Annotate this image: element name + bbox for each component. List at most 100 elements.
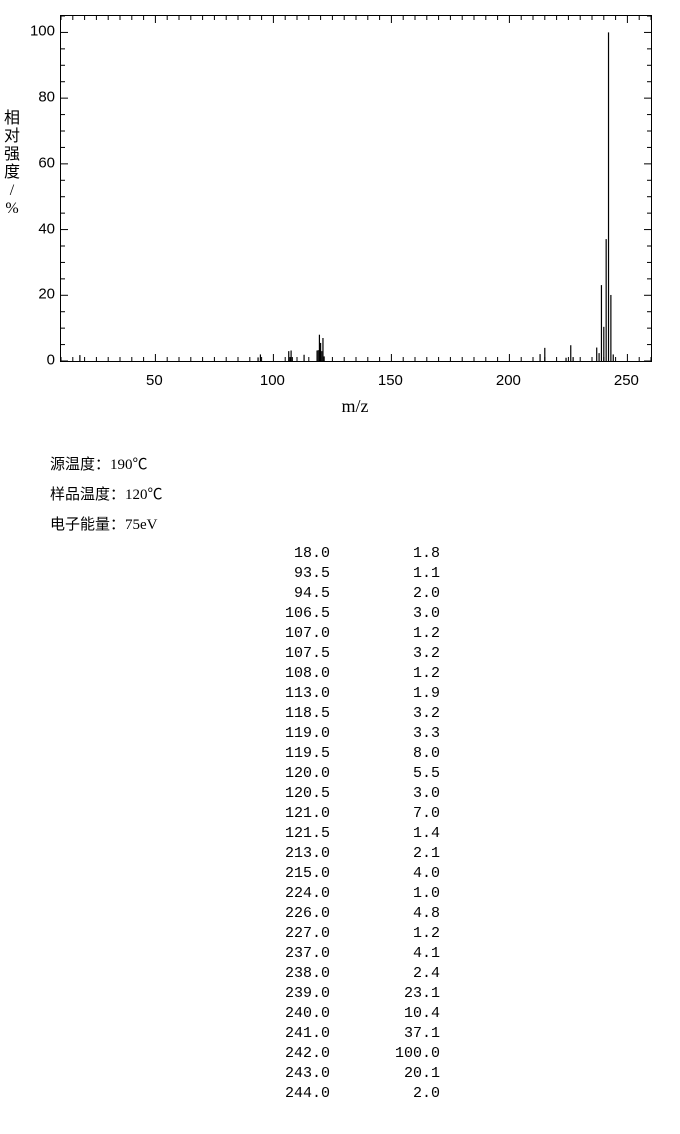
- x-tick-label: 100: [260, 372, 285, 389]
- intensity-cell: 3.0: [330, 784, 440, 804]
- mz-cell: 107.0: [0, 624, 330, 644]
- table-row: 108.01.2: [0, 664, 680, 684]
- mz-cell: 94.5: [0, 584, 330, 604]
- y-tick-label: 40: [38, 220, 55, 237]
- table-row: 118.53.2: [0, 704, 680, 724]
- intensity-cell: 1.2: [330, 624, 440, 644]
- sample-temp-value: 120℃: [125, 487, 163, 503]
- mz-cell: 120.0: [0, 764, 330, 784]
- table-row: 241.037.1: [0, 1024, 680, 1044]
- intensity-cell: 100.0: [330, 1044, 440, 1064]
- mz-cell: 243.0: [0, 1064, 330, 1084]
- intensity-cell: 2.0: [330, 1084, 440, 1104]
- table-row: 120.05.5: [0, 764, 680, 784]
- peak-data-table: 18.01.893.51.194.52.0106.53.0107.01.2107…: [0, 544, 680, 1104]
- mass-spectrum-chart: 相对强度/% m/z 0 20 40 60 80 100 50 100 150 200 250: [0, 0, 680, 430]
- table-row: 107.53.2: [0, 644, 680, 664]
- table-row: 238.02.4: [0, 964, 680, 984]
- table-row: 240.010.4: [0, 1004, 680, 1024]
- intensity-cell: 4.1: [330, 944, 440, 964]
- table-row: 224.01.0: [0, 884, 680, 904]
- mz-cell: 244.0: [0, 1084, 330, 1104]
- table-row: 213.02.1: [0, 844, 680, 864]
- y-axis-label: 相对强度/%: [2, 110, 22, 218]
- y-tick-label: 60: [38, 154, 55, 171]
- table-row: 227.01.2: [0, 924, 680, 944]
- intensity-cell: 1.8: [330, 544, 440, 564]
- mz-cell: 215.0: [0, 864, 330, 884]
- mz-cell: 120.5: [0, 784, 330, 804]
- mz-cell: 113.0: [0, 684, 330, 704]
- intensity-cell: 1.2: [330, 924, 440, 944]
- y-tick-label: 20: [38, 286, 55, 303]
- mz-cell: 119.0: [0, 724, 330, 744]
- intensity-cell: 3.3: [330, 724, 440, 744]
- table-row: 242.0100.0: [0, 1044, 680, 1064]
- table-row: 119.58.0: [0, 744, 680, 764]
- intensity-cell: 8.0: [330, 744, 440, 764]
- x-tick-label: 250: [614, 372, 639, 389]
- plot-area: [60, 15, 652, 362]
- table-row: 226.04.8: [0, 904, 680, 924]
- table-row: 119.03.3: [0, 724, 680, 744]
- mz-cell: 93.5: [0, 564, 330, 584]
- intensity-cell: 37.1: [330, 1024, 440, 1044]
- x-tick-label: 150: [378, 372, 403, 389]
- intensity-cell: 2.0: [330, 584, 440, 604]
- x-tick-label: 200: [496, 372, 521, 389]
- mz-cell: 227.0: [0, 924, 330, 944]
- electron-energy-value: 75eV: [125, 517, 158, 533]
- y-tick-label: 100: [30, 23, 55, 40]
- intensity-cell: 7.0: [330, 804, 440, 824]
- table-row: 239.023.1: [0, 984, 680, 1004]
- mz-cell: 107.5: [0, 644, 330, 664]
- electron-energy-label: 电子能量：: [50, 517, 125, 533]
- intensity-cell: 1.4: [330, 824, 440, 844]
- mz-cell: 18.0: [0, 544, 330, 564]
- mz-cell: 119.5: [0, 744, 330, 764]
- mz-cell: 226.0: [0, 904, 330, 924]
- intensity-cell: 23.1: [330, 984, 440, 1004]
- intensity-cell: 1.0: [330, 884, 440, 904]
- x-tick-label: 50: [146, 372, 163, 389]
- intensity-cell: 2.1: [330, 844, 440, 864]
- table-row: 237.04.1: [0, 944, 680, 964]
- intensity-cell: 3.2: [330, 704, 440, 724]
- table-row: 106.53.0: [0, 604, 680, 624]
- intensity-cell: 1.9: [330, 684, 440, 704]
- intensity-cell: 3.2: [330, 644, 440, 664]
- mz-cell: 213.0: [0, 844, 330, 864]
- mz-cell: 118.5: [0, 704, 330, 724]
- x-axis-label: m/z: [60, 396, 650, 417]
- table-row: 94.52.0: [0, 584, 680, 604]
- mz-cell: 106.5: [0, 604, 330, 624]
- mz-cell: 240.0: [0, 1004, 330, 1024]
- intensity-cell: 4.8: [330, 904, 440, 924]
- intensity-cell: 2.4: [330, 964, 440, 984]
- intensity-cell: 4.0: [330, 864, 440, 884]
- mz-cell: 238.0: [0, 964, 330, 984]
- y-tick-label: 80: [38, 89, 55, 106]
- mz-cell: 121.0: [0, 804, 330, 824]
- intensity-cell: 1.2: [330, 664, 440, 684]
- mz-cell: 108.0: [0, 664, 330, 684]
- mz-cell: 239.0: [0, 984, 330, 1004]
- y-tick-label: 0: [47, 352, 55, 369]
- table-row: 244.02.0: [0, 1084, 680, 1104]
- sample-temp-row: 样品温度：120℃: [50, 480, 680, 510]
- intensity-cell: 3.0: [330, 604, 440, 624]
- metadata-block: 源温度：190℃ 样品温度：120℃ 电子能量：75eV: [50, 450, 680, 540]
- mz-cell: 224.0: [0, 884, 330, 904]
- mz-cell: 242.0: [0, 1044, 330, 1064]
- source-temp-value: 190℃: [110, 457, 148, 473]
- mz-cell: 241.0: [0, 1024, 330, 1044]
- table-row: 243.020.1: [0, 1064, 680, 1084]
- table-row: 18.01.8: [0, 544, 680, 564]
- intensity-cell: 10.4: [330, 1004, 440, 1024]
- mz-cell: 121.5: [0, 824, 330, 844]
- intensity-cell: 1.1: [330, 564, 440, 584]
- sample-temp-label: 样品温度：: [50, 487, 125, 503]
- intensity-cell: 5.5: [330, 764, 440, 784]
- table-row: 93.51.1: [0, 564, 680, 584]
- source-temp-row: 源温度：190℃: [50, 450, 680, 480]
